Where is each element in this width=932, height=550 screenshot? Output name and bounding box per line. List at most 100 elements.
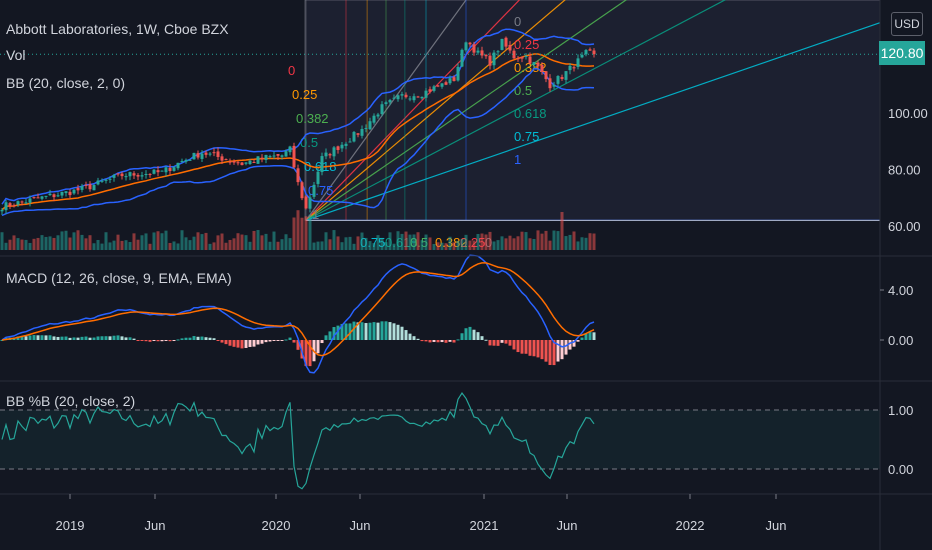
macd-histogram-bar [228,340,232,346]
macd-histogram-bar [416,338,420,340]
candle-body [256,156,260,164]
volume-bar [60,231,64,250]
candle-body [548,78,552,89]
candle-body [224,159,228,161]
volume-bar [396,231,400,250]
volume-bar [504,238,508,250]
macd-histogram-bar [308,340,312,367]
macd-histogram-bar [568,340,572,350]
price-tick-label: 100.00 [888,106,928,121]
volume-bar [520,231,524,250]
volume-bar [420,240,424,250]
volume-bar [592,233,596,250]
volume-bar [184,237,188,250]
volume-bar [344,237,348,250]
candle-body [68,191,72,196]
candle-body [564,71,568,80]
volume-bar [64,230,68,250]
candle-body [432,86,436,91]
macd-histogram-bar [336,325,340,340]
volume-bar [260,235,264,250]
macd-histogram-bar [28,335,32,340]
macd-histogram-bar [0,340,4,341]
macd-histogram-bar [140,340,144,341]
candle-body [532,62,536,65]
candle-body [492,52,496,66]
candle-body [576,58,580,67]
volume-bar [300,217,304,250]
volume-bar [100,243,104,250]
macd-histogram-bar [464,328,468,340]
volume-bar [92,243,96,250]
candle-body [484,54,488,57]
bb-legend[interactable]: BB (20, close, 2, 0) [6,75,126,91]
macd-histogram-bar [112,335,116,340]
volume-bar [68,237,72,250]
volume-bar [48,236,52,250]
volume-bar [28,242,32,250]
candle-body [568,65,572,71]
candle-body [472,44,476,53]
macd-histogram-bar [188,337,192,340]
macd-histogram-bar [484,339,488,341]
candle-body [240,162,244,166]
bbpb-legend[interactable]: BB %B (20, close, 2) [6,393,136,409]
volume-bar [416,232,420,250]
candle-body [188,159,192,161]
volume-bar [120,240,124,250]
candle-body [84,184,88,186]
macd-histogram-bar [304,340,308,366]
volume-bar [456,240,460,250]
bbpb-tick-label: 0.00 [888,462,913,477]
vol-legend[interactable]: Vol [6,47,26,63]
fan-level-label: 0 [514,14,521,29]
macd-legend[interactable]: MACD (12, 26, close, 9, EMA, EMA) [6,270,232,286]
currency-button[interactable]: USD [891,12,923,36]
macd-histogram-bar [92,337,96,340]
volume-bar [452,242,456,250]
macd-histogram-bar [252,340,256,347]
candle-body [364,128,368,130]
volume-bar [364,237,368,250]
volume-bar [576,241,580,250]
volume-bar [232,238,236,250]
macd-histogram-bar [220,340,224,343]
candle-body [52,194,56,198]
candle-body [384,102,388,105]
candle-body [276,154,280,156]
candle-body [524,56,528,58]
volume-bar [236,233,240,250]
macd-histogram-bar [264,340,268,343]
volume-bar [360,232,364,250]
candle-body [312,184,316,197]
macd-histogram-bar [332,327,336,340]
volume-bar [368,241,372,250]
volume-bar [248,241,252,250]
volume-bar [144,233,148,250]
macd-line [1,254,595,374]
signal-line [1,262,595,357]
volume-bar [516,236,520,250]
volume-bar [568,234,572,250]
macd-histogram-bar [80,336,84,340]
fan-box [304,0,881,221]
volume-bar [424,234,428,250]
candle-body [8,203,12,207]
macd-histogram-bar [540,340,544,360]
fan-ray [305,0,521,221]
candle-body [36,197,40,199]
macd-histogram-bar [340,323,344,340]
volume-bar [212,242,216,250]
macd-histogram-bar [468,326,472,340]
candle-body [140,175,144,177]
candle-body [192,152,196,160]
candle-body [120,173,124,177]
volume-bar [472,240,476,250]
candle-body [72,189,76,194]
volume-bar [84,238,88,250]
candle-body [516,58,520,60]
candle-body [468,42,472,45]
volume-bar [540,233,544,250]
macd-histogram-bar [508,340,512,346]
